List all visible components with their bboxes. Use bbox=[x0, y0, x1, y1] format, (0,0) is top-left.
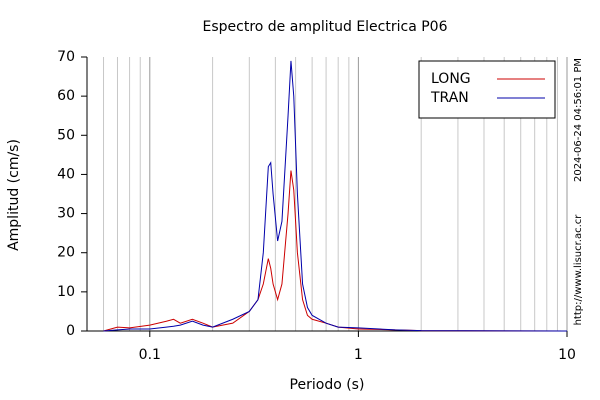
x-axis-label: Periodo (s) bbox=[290, 377, 365, 393]
y-axis-label: Amplitud (cm/s) bbox=[6, 139, 22, 251]
y-tick-label: 0 bbox=[66, 323, 75, 339]
y-tick-label: 50 bbox=[57, 127, 75, 143]
y-tick-label: 40 bbox=[57, 166, 75, 182]
y-tick-label: 20 bbox=[57, 245, 75, 261]
y-tick-label: 70 bbox=[57, 49, 75, 65]
chart-title: Espectro de amplitud Electrica P06 bbox=[203, 19, 448, 35]
source-url: http://www.lisucr.ac.cr bbox=[573, 214, 584, 326]
timestamp: 2024-06-24 04:56:01 PM bbox=[573, 58, 584, 182]
y-tick-label: 10 bbox=[57, 284, 75, 300]
legend-box bbox=[418, 60, 556, 119]
legend-label: LONG bbox=[431, 71, 471, 87]
x-tick-label: 1 bbox=[354, 347, 363, 363]
y-tick-label: 60 bbox=[57, 88, 75, 104]
series-line bbox=[103, 60, 568, 332]
x-tick-label: 0.1 bbox=[139, 347, 161, 363]
series-line bbox=[103, 170, 568, 332]
y-tick-label: 30 bbox=[57, 206, 75, 222]
x-tick-label: 10 bbox=[558, 347, 576, 363]
legend-label: TRAN bbox=[430, 90, 469, 106]
